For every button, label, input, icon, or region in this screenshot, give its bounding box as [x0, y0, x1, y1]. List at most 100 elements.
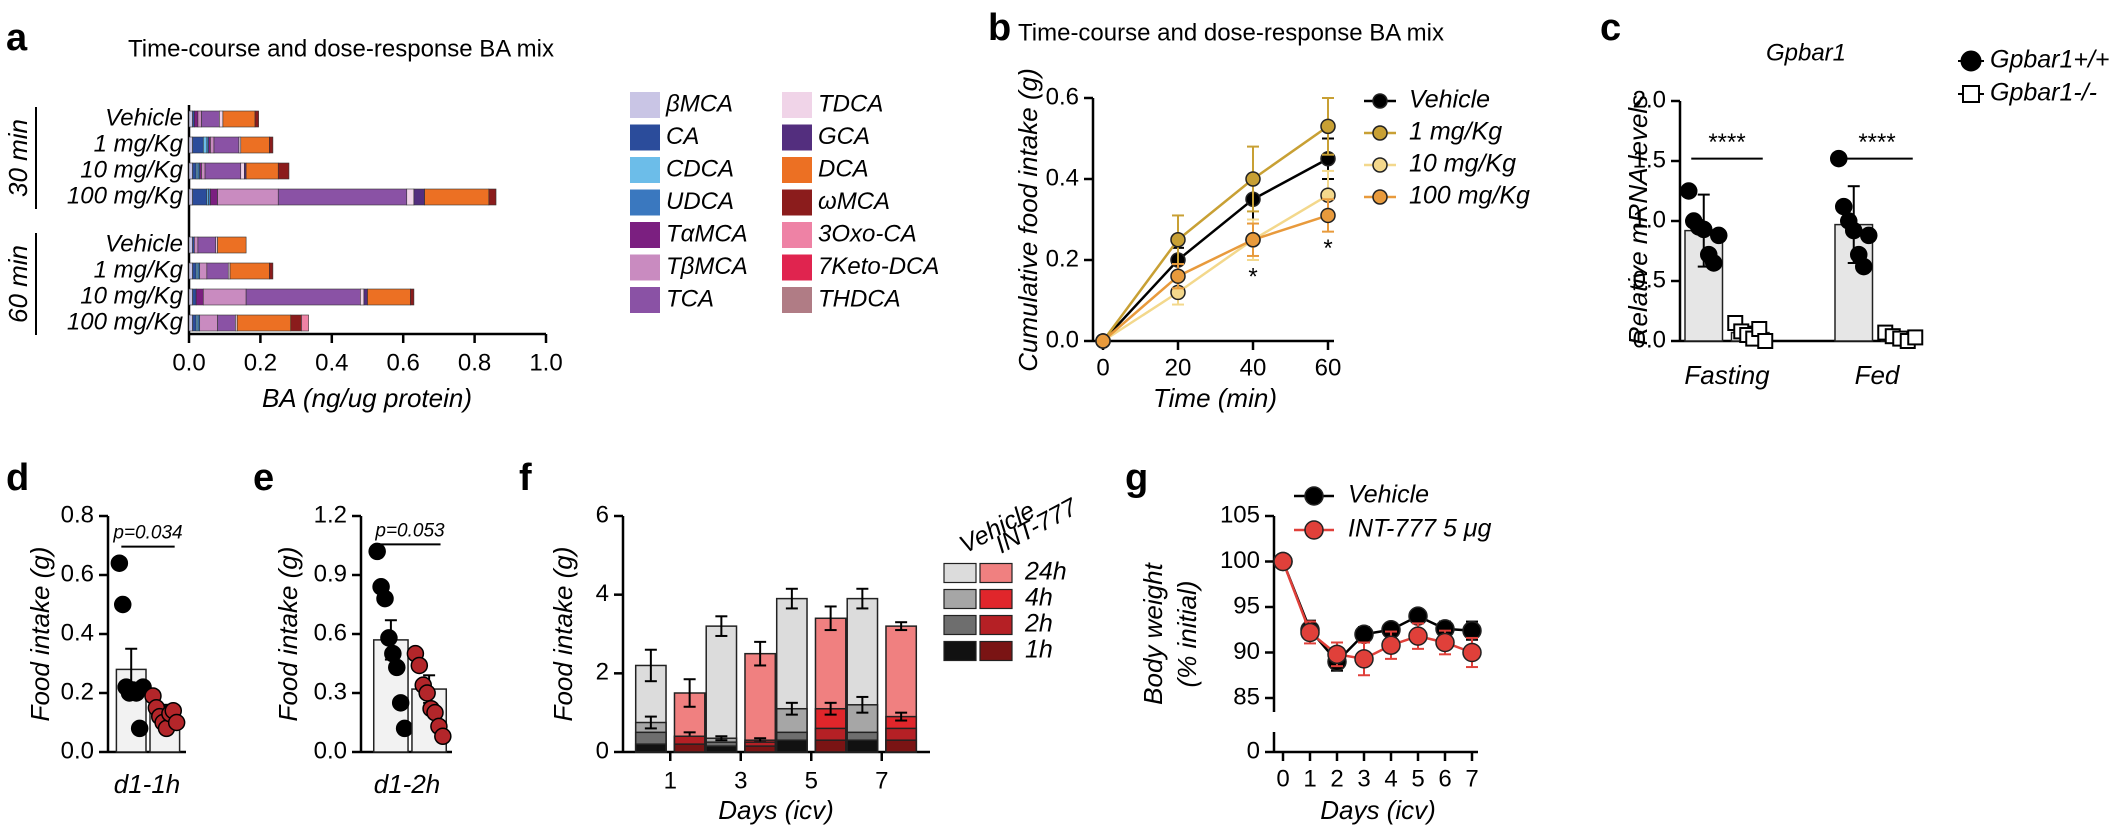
bar-segment	[195, 288, 204, 306]
point	[391, 694, 410, 712]
point	[1245, 232, 1261, 248]
legend-label: INT-777 5 μg	[1348, 515, 1492, 543]
x-tick-label: 2	[1330, 765, 1343, 792]
bar-segment	[201, 110, 220, 128]
point	[376, 589, 394, 608]
x-tick-label: 1	[1303, 765, 1316, 792]
point	[410, 656, 429, 675]
bar	[846, 739, 879, 753]
point	[1327, 644, 1347, 665]
bar-segment	[363, 288, 368, 306]
point	[434, 727, 452, 746]
x-tick-label: 0	[1096, 354, 1109, 381]
y-tick-label: 1.0	[1633, 206, 1666, 233]
y-tick-label: 105	[1220, 501, 1260, 528]
annotation: ****	[1858, 129, 1895, 156]
legend-label: TCA	[666, 285, 714, 312]
chart-title: Time-course and dose-response BA mix	[1018, 19, 1444, 46]
y-tick-label: 0	[596, 737, 609, 764]
bar-segment	[277, 188, 408, 206]
bar-segment	[188, 110, 193, 128]
y-tick-label: 95	[1233, 592, 1260, 619]
legend-label: Gpbar1+/+	[1990, 46, 2110, 74]
bar	[814, 739, 847, 753]
x-tick-label: 3	[1357, 765, 1370, 792]
bar-segment	[202, 288, 247, 306]
series-line	[1102, 214, 1329, 342]
legend-marker	[1372, 157, 1388, 173]
bar-segment	[210, 136, 215, 154]
legend-marker	[1960, 50, 1982, 72]
point	[1845, 221, 1863, 240]
y-tick-label: 0.0	[314, 737, 347, 764]
bar-segment	[290, 314, 302, 332]
legend-marker	[1304, 520, 1324, 540]
legend-label: 24h	[1024, 558, 1067, 586]
y-tick-label: 0.2	[61, 678, 94, 705]
point	[1705, 254, 1723, 272]
legend-label: CDCA	[666, 155, 734, 182]
x-tick-label: 0.6	[387, 349, 420, 376]
bar-segment	[188, 136, 193, 154]
bar-segment	[192, 188, 208, 206]
x-tick-label: 1.0	[529, 349, 562, 376]
legend-swatch	[630, 254, 660, 281]
bar-segment	[188, 188, 193, 206]
point	[418, 684, 436, 702]
legend-label: Gpbar1-/-	[1990, 79, 2097, 107]
bar-segment	[194, 236, 199, 254]
y-tick-label: 85	[1233, 683, 1260, 710]
legend-swatch	[630, 92, 660, 118]
legend-label: DCA	[818, 155, 869, 182]
y-tick-label: 6	[596, 501, 609, 528]
y-tick-label: 0.6	[314, 619, 347, 646]
y-tick-label: 4	[596, 580, 609, 607]
bar-segment	[192, 162, 197, 180]
y-tick-label: 0	[1247, 737, 1260, 764]
y-tick-label: 1.5	[1633, 146, 1666, 173]
legend-label: Vehicle	[1348, 481, 1429, 509]
legend-swatch	[782, 124, 812, 151]
y-tick-label: 0.4	[1046, 164, 1079, 191]
point	[1170, 268, 1186, 284]
x-tick-label: 40	[1240, 354, 1267, 381]
bar-segment	[269, 262, 274, 280]
chart-title: Time-course and dose-response BA mix	[128, 35, 554, 62]
panel-letter: g	[1125, 457, 1148, 499]
bar-segment	[236, 314, 292, 332]
x-axis-label: Time (min)	[1153, 383, 1277, 413]
bar-segment	[217, 236, 247, 254]
bar	[705, 745, 738, 753]
x-axis-label: d1-1h	[114, 769, 181, 799]
legend-marker	[1962, 85, 1980, 103]
bar-segment	[229, 262, 270, 280]
bar-segment	[197, 110, 202, 128]
legend-label: 1h	[1025, 636, 1053, 664]
bar-segment	[192, 136, 204, 154]
legend-swatch	[630, 124, 660, 151]
point	[1273, 551, 1293, 572]
bar-segment	[192, 314, 197, 332]
annotation: p=0.034	[112, 523, 182, 544]
legend-swatch	[943, 614, 977, 636]
point	[1354, 649, 1374, 669]
x-tick-label: 0.0	[172, 349, 205, 376]
y-tick-label: Vehicle	[105, 104, 183, 131]
legend-swatch	[979, 640, 1013, 662]
point	[1680, 182, 1698, 200]
legend-swatch	[630, 189, 660, 216]
y-tick-label: 0.9	[314, 560, 347, 587]
y-tick-label: 0.6	[61, 560, 94, 587]
panel-letter: b	[988, 7, 1011, 49]
point	[380, 629, 398, 647]
bar-segment	[213, 136, 240, 154]
legend-swatch	[943, 640, 977, 662]
bar-segment	[367, 288, 411, 306]
point	[1170, 232, 1186, 248]
y-tick-label: 0.3	[314, 678, 347, 705]
point	[388, 658, 406, 677]
point	[1354, 624, 1374, 645]
point	[368, 542, 386, 561]
legend-swatch	[943, 588, 977, 610]
panel-letter: c	[1600, 7, 1621, 49]
